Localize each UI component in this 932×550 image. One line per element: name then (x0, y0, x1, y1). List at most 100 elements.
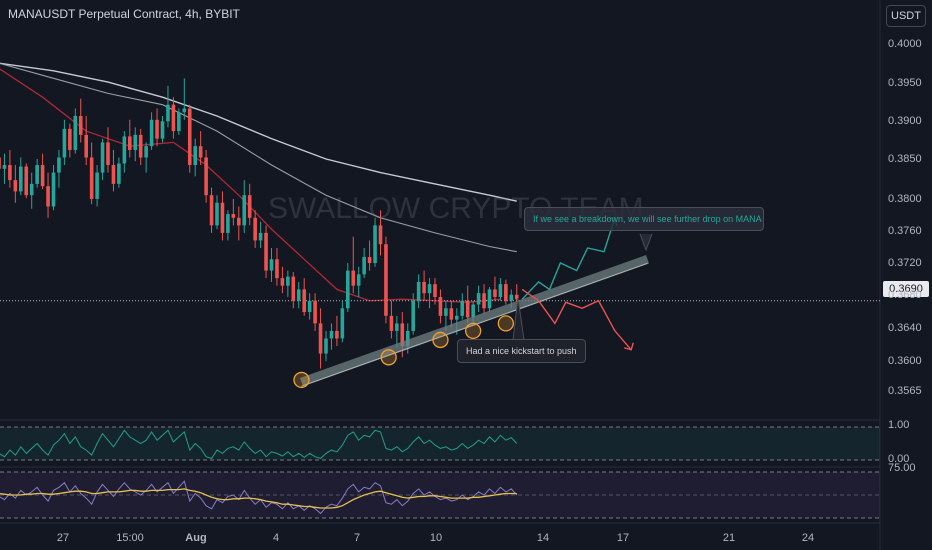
bear-projection (521, 288, 632, 351)
candle-body (395, 323, 399, 331)
candle-body (247, 195, 252, 218)
candle-body (362, 257, 366, 275)
candle-body (329, 330, 334, 339)
ma-long-line (0, 62, 517, 202)
candle-body (57, 157, 61, 173)
x-tick-label: 15:00 (116, 532, 144, 544)
candle-body (438, 296, 443, 316)
candle-body (171, 104, 176, 132)
candle-body (8, 165, 12, 181)
rsi-band (0, 472, 880, 518)
candle-body (215, 202, 219, 226)
candle-body (340, 308, 345, 339)
candle-body (73, 116, 78, 150)
y-tick-label: 0.3680 (888, 289, 922, 301)
candle-body (411, 300, 415, 331)
x-tick-label: 24 (801, 532, 815, 544)
candle-body (106, 142, 110, 166)
y-tick-label: 0.3950 (888, 77, 922, 89)
y-tick-label: 0.3760 (888, 225, 922, 237)
trendline-band (299, 255, 650, 387)
candle-body (29, 183, 34, 196)
candle-body (291, 276, 296, 301)
candle-body (177, 112, 181, 132)
candle-body (100, 142, 105, 173)
candle-body (504, 284, 508, 301)
currency-button[interactable]: USDT (886, 5, 926, 27)
candle-body (313, 300, 317, 324)
candle-body (351, 270, 356, 286)
touch-marker (380, 349, 397, 366)
y-tick-label: 0.3900 (888, 115, 922, 127)
candle-body (378, 225, 383, 245)
candle-body (433, 284, 437, 297)
candle-body (128, 136, 132, 150)
oscillator-level-label: 1.00 (888, 419, 910, 431)
candle-body (155, 119, 159, 139)
candle-body (2, 165, 7, 169)
candle-body (269, 259, 274, 271)
candle-body (198, 146, 203, 158)
candle-body (509, 294, 514, 301)
candle-body (117, 163, 121, 184)
candle-body (307, 300, 312, 313)
candle-body (68, 128, 72, 150)
candle-body (460, 300, 465, 316)
candle-body (335, 330, 339, 339)
candle-body (400, 323, 405, 346)
candle-body (24, 166, 29, 196)
candle-body (356, 274, 361, 286)
trendline-edge (301, 262, 648, 387)
y-tick-label: 0.4000 (888, 38, 922, 50)
y-tick-label: 0.3565 (888, 385, 922, 397)
candle-body (0, 157, 1, 169)
kickstart-pointer (512, 297, 525, 341)
oscillator-band (0, 427, 880, 460)
candle-body (455, 315, 459, 320)
candle-body (258, 232, 263, 241)
candle-body (160, 121, 165, 139)
y-tick-label: 0.3800 (888, 193, 922, 205)
candle-body (187, 108, 192, 166)
candle-body (476, 293, 481, 305)
candle-body (264, 232, 268, 271)
candle-body (444, 308, 448, 316)
bull-projection (521, 217, 616, 300)
rsi-signal-line (0, 488, 517, 509)
touch-marker (432, 331, 449, 349)
candle-body (51, 172, 56, 207)
candle-body (253, 217, 257, 241)
y-tick-label: 0.3850 (888, 153, 922, 165)
y-tick-label: 0.3600 (888, 355, 922, 367)
candle-body (493, 289, 497, 297)
x-tick-label: 17 (616, 532, 630, 544)
candle-body (226, 214, 230, 233)
candle-body (324, 338, 328, 354)
candle-body (111, 165, 116, 184)
candle-body (138, 134, 143, 158)
candle-body (89, 157, 94, 199)
x-tick-label: 4 (272, 532, 280, 544)
touch-marker (497, 315, 515, 332)
x-tick-label: 14 (536, 532, 550, 544)
rsi-line (0, 480, 518, 515)
x-tick-label: 7 (353, 532, 361, 544)
kickstart-note: Had a nice kickstart to push (457, 339, 586, 363)
candle-body (193, 146, 197, 166)
candle-body (122, 136, 127, 164)
candle-body (302, 289, 306, 313)
candle-body (166, 104, 170, 122)
candle-body (242, 195, 247, 226)
candle-body (144, 146, 148, 158)
candle-body (182, 108, 187, 113)
candle-body (78, 116, 83, 135)
candle-body (487, 289, 492, 309)
candle-body (498, 284, 503, 297)
candle-body (95, 172, 99, 199)
candle-body (209, 195, 214, 226)
bear-arrow-head (624, 342, 634, 351)
candle-body (405, 330, 410, 346)
touch-marker (464, 322, 482, 340)
candle-body (449, 308, 454, 320)
